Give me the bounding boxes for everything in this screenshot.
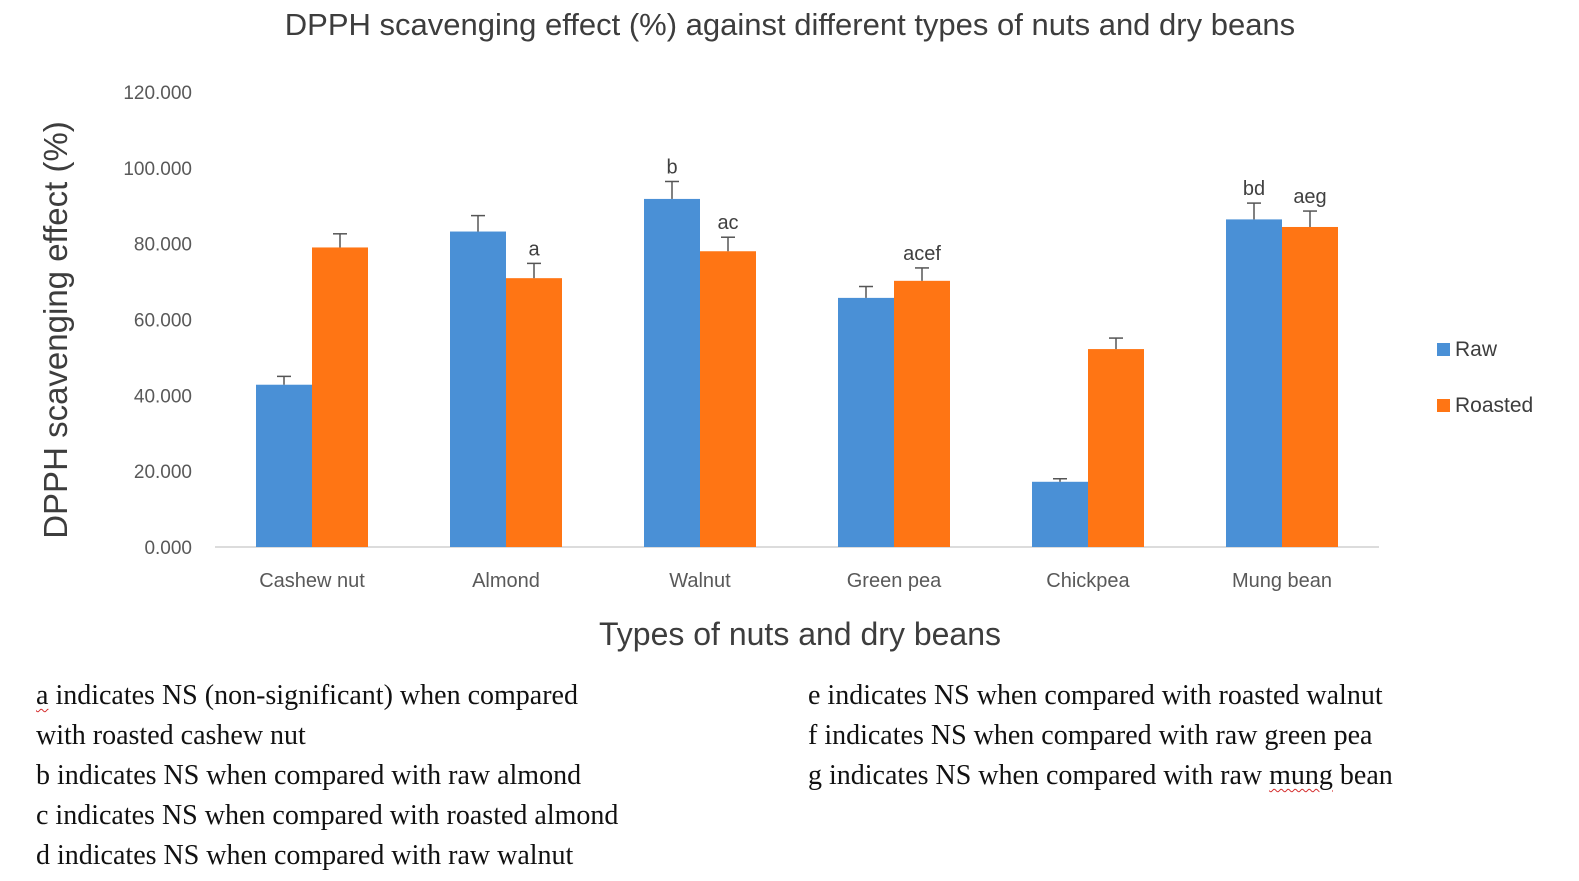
note-line: a indicates NS (non-significant) when co… <box>36 676 618 716</box>
bar-roasted-cashew-nut <box>312 247 368 548</box>
y-tick-label: 40.000 <box>134 386 192 407</box>
note-line: g indicates NS when compared with raw mu… <box>808 756 1393 796</box>
significance-label-roasted-mung-bean: aeg <box>1293 186 1326 208</box>
y-tick-label: 20.000 <box>134 462 192 483</box>
x-tick-label: Chickpea <box>1046 570 1130 592</box>
note-line: b indicates NS when compared with raw al… <box>36 760 582 791</box>
note-text: bean <box>1332 760 1393 791</box>
x-tick-label: Almond <box>472 570 540 592</box>
bar-raw-almond <box>450 231 506 548</box>
note-line: e indicates NS when compared with roaste… <box>808 680 1383 711</box>
bar-raw-green-pea <box>838 297 894 547</box>
significance-label-raw-walnut: b <box>666 156 677 178</box>
bar-roasted-mung-bean <box>1282 226 1338 547</box>
significance-label-raw-mung-bean: bd <box>1243 178 1265 200</box>
significance-label-roasted-green-pea: acef <box>903 243 941 265</box>
note-text: g indicates NS when compared with raw <box>808 760 1270 791</box>
x-tick-label: Walnut <box>669 570 731 592</box>
y-axis-title: DPPH scavenging effect (%) <box>37 121 74 539</box>
note-line: d indicates NS when compared with raw wa… <box>36 840 574 871</box>
bar-roasted-green-pea <box>894 280 950 547</box>
notes-left: a indicates NS (non-significant) when co… <box>36 676 618 876</box>
bar-raw-cashew-nut <box>256 384 312 547</box>
y-tick-label: 0.000 <box>144 538 192 559</box>
x-axis-title: Types of nuts and dry beans <box>599 616 1001 652</box>
spellcheck-marked-word: a <box>36 680 49 711</box>
spellcheck-marked-word: mung <box>1269 760 1333 791</box>
bar-roasted-walnut <box>700 251 756 547</box>
significance-label-roasted-walnut: ac <box>717 212 738 234</box>
y-tick-label: 100.000 <box>123 159 192 180</box>
legend-label-raw: Raw <box>1455 338 1498 361</box>
note-line: f indicates NS when compared with raw gr… <box>808 720 1373 751</box>
x-tick-label: Mung bean <box>1232 570 1332 592</box>
y-tick-labels: 0.000 20.000 40.000 60.000 80.000 100.000 120.… <box>123 83 192 559</box>
x-tick-label: Cashew nut <box>259 570 365 592</box>
significance-label-roasted-almond: a <box>528 238 540 260</box>
bar-raw-mung-bean <box>1226 219 1282 547</box>
note-text: indicates NS (non-significant) when comp… <box>48 680 578 711</box>
plot-area: a b ac acef bd aeg <box>256 156 1338 548</box>
note-line: c indicates NS when compared with roaste… <box>36 800 619 831</box>
legend-swatch-roasted <box>1437 399 1450 412</box>
bar-raw-chickpea <box>1032 481 1088 547</box>
note-line: with roasted cashew nut <box>36 720 306 751</box>
y-tick-label: 120.000 <box>123 83 192 104</box>
bar-roasted-chickpea <box>1088 349 1144 547</box>
legend: Raw Roasted <box>1437 338 1533 417</box>
legend-swatch-raw <box>1437 343 1450 356</box>
legend-label-roasted: Roasted <box>1455 394 1533 417</box>
notes-right: e indicates NS when compared with roaste… <box>808 676 1393 796</box>
chart-title: DPPH scavenging effect (%) against diffe… <box>285 7 1295 42</box>
y-tick-label: 60.000 <box>134 311 192 332</box>
bar-roasted-almond <box>506 278 562 547</box>
chart: DPPH scavenging effect (%) against diffe… <box>37 7 1533 652</box>
x-tick-labels: Cashew nut Almond Walnut Green pea Chickpea M… <box>259 570 1332 592</box>
bar-raw-walnut <box>644 198 700 548</box>
y-tick-label: 80.000 <box>134 235 192 256</box>
x-tick-label: Green pea <box>847 570 942 592</box>
